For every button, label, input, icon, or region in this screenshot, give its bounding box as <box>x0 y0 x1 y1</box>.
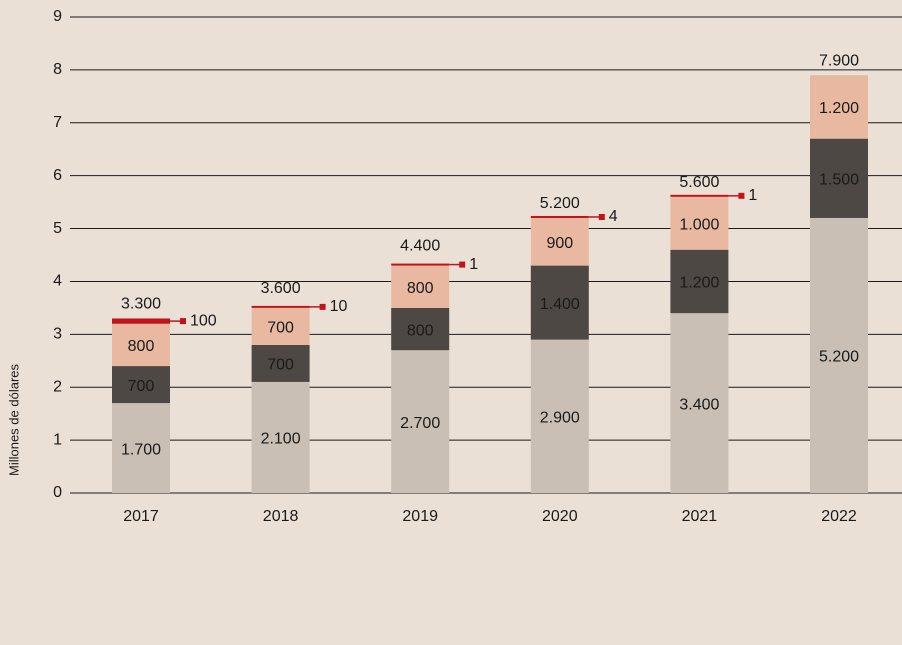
value-label: 1.500 <box>819 172 859 189</box>
value-label: 5.200 <box>819 349 859 366</box>
value-label: 1.200 <box>679 275 719 292</box>
value-label: 1 <box>469 256 478 273</box>
value-label: 1.400 <box>540 296 580 313</box>
x-tick-label: 2019 <box>402 508 438 525</box>
y-tick-label: 0 <box>53 484 62 501</box>
callout-marker <box>459 261 466 268</box>
bar-segment <box>810 75 868 139</box>
value-label: 800 <box>128 338 155 355</box>
value-label: 700 <box>267 357 294 374</box>
bar-segment <box>391 263 450 266</box>
y-tick-label: 8 <box>53 61 62 78</box>
callout-marker <box>180 318 186 325</box>
bar-segment <box>391 307 450 351</box>
y-tick-label: 7 <box>53 114 62 131</box>
x-tick-label: 2017 <box>123 508 159 525</box>
value-label: 100 <box>190 312 217 329</box>
bar-segment <box>112 366 170 404</box>
value-label: 700 <box>128 378 155 395</box>
bar-segment <box>670 313 729 493</box>
y-tick-label: 5 <box>53 220 62 237</box>
value-label: 1 <box>748 187 757 204</box>
y-tick-label: 4 <box>53 273 62 290</box>
total-label: 5.600 <box>679 174 719 191</box>
x-tick-label: 2018 <box>263 508 299 525</box>
y-axis-label: Millones de dólares <box>6 364 21 477</box>
y-tick-label: 9 <box>53 8 62 25</box>
bar-segment <box>670 196 729 250</box>
x-tick-label: 2022 <box>821 508 857 525</box>
value-label: 4 <box>609 208 618 225</box>
bar-segment <box>391 265 450 308</box>
value-label: 1.200 <box>819 100 859 117</box>
bar-segment <box>530 217 589 266</box>
y-tick-label: 6 <box>53 167 62 184</box>
value-label: 2.900 <box>540 410 580 427</box>
bar-segment <box>112 318 170 324</box>
value-label: 800 <box>407 322 434 339</box>
total-label: 3.300 <box>121 296 161 313</box>
bar-segment <box>530 215 589 218</box>
total-label: 7.900 <box>819 52 859 69</box>
callout-marker <box>738 192 745 199</box>
y-tick-label: 1 <box>53 431 62 448</box>
total-label: 3.600 <box>261 280 301 297</box>
bar-segment <box>391 350 450 493</box>
value-label: 1.000 <box>679 216 719 233</box>
bar-segment <box>670 194 729 197</box>
total-label: 5.200 <box>540 195 580 212</box>
y-tick-label: 2 <box>53 378 62 395</box>
total-label: 4.400 <box>400 238 440 255</box>
bar-segment <box>251 381 310 493</box>
value-label: 900 <box>546 235 573 252</box>
bar-segment <box>251 344 310 382</box>
bar-segment <box>810 217 868 493</box>
bar-segment <box>112 323 170 367</box>
value-label: 1.700 <box>121 441 161 458</box>
value-label: 700 <box>267 320 294 337</box>
x-tick-label: 2021 <box>682 508 718 525</box>
value-label: 10 <box>330 298 348 315</box>
value-label: 2.700 <box>400 415 440 432</box>
bar-segment <box>251 305 310 308</box>
bar-segment <box>530 339 589 493</box>
bar-segment <box>530 265 589 340</box>
callout-marker <box>598 213 605 220</box>
x-tick-label: 2020 <box>542 508 578 525</box>
bar-segment <box>670 249 729 314</box>
callout-marker <box>319 303 326 310</box>
bar-segment <box>251 307 310 345</box>
bar-segment <box>112 403 170 493</box>
bar-segment <box>810 138 868 218</box>
y-tick-label: 3 <box>53 326 62 343</box>
value-label: 3.400 <box>679 396 719 413</box>
value-label: 800 <box>407 280 434 297</box>
value-label: 2.100 <box>261 431 301 448</box>
